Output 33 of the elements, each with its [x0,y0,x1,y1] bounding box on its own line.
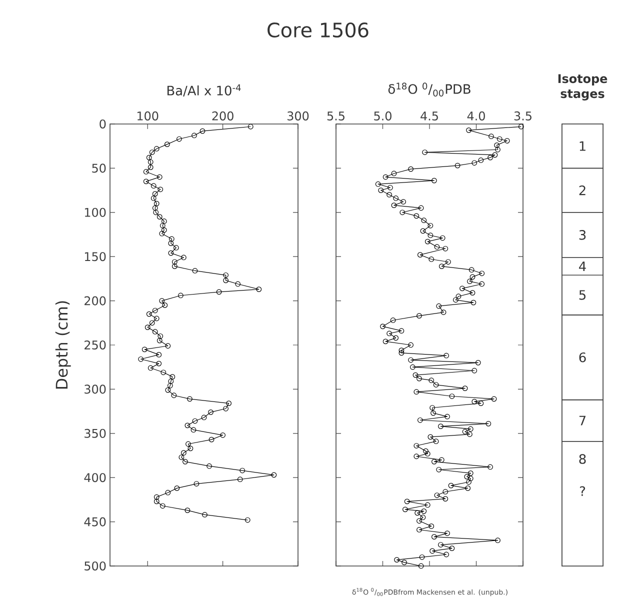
y-tick-label: 500 [84,561,106,571]
series-label: 5 [579,290,586,300]
x-tick-label: 3.5 [514,111,532,120]
annotation: ? [580,486,586,496]
x-axis-title: δ$^{18}$O $^{0}$/$_{00}$PDB [388,82,470,96]
series-label: 7 [579,416,586,426]
x-tick-label: 300 [288,111,309,120]
y-tick-label: 0 [100,119,106,129]
x-tick-label: 200 [212,111,234,120]
y-tick-label: 150 [84,252,106,262]
y-tick-label: 300 [84,384,106,394]
y-axis-title: Depth (cm) [55,301,71,389]
chart-title: Isotope stages [558,74,608,100]
y-tick-label: 450 [84,517,106,526]
series-label: 3 [579,230,586,240]
series-label: 4 [579,262,586,272]
y-tick-label: 400 [84,473,106,482]
y-tick-label: 250 [84,340,106,350]
series-label: 6 [579,352,586,362]
series-label: 2 [579,185,586,196]
chart-title: Core 1506 [268,22,368,38]
x-axis-title: Ba/Al x 10$^{-4}$ [167,84,241,96]
x-tick-label: 4.0 [467,111,485,120]
y-tick-label: 100 [84,208,106,217]
series-label: 1 [580,141,586,151]
x-tick-label: 5.0 [374,111,392,120]
series-label: 8 [579,454,586,464]
y-tick-label: 200 [84,296,106,306]
x-tick-label: 100 [138,111,158,120]
x-tick-label: 4.5 [420,112,438,120]
x-tick-label: 5.5 [327,112,344,120]
y-tick-label: 350 [84,428,106,438]
y-tick-label: 50 [92,164,106,173]
